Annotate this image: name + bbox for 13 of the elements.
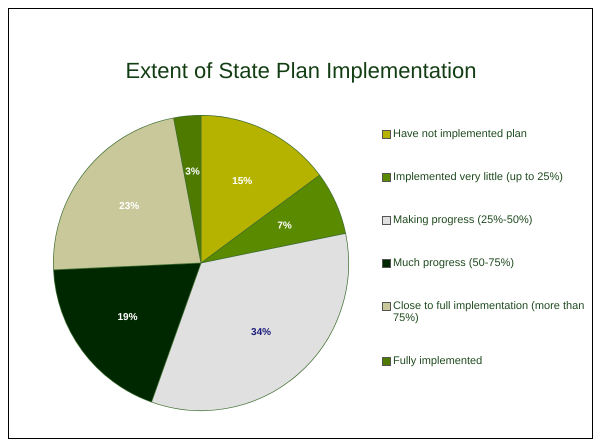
legend-label: Much progress (50-75%) [393, 257, 514, 269]
data-label: 19% [117, 312, 138, 324]
data-label: 15% [232, 176, 252, 187]
legend-label: Have not implemented plan [393, 128, 527, 140]
data-label: 3% [185, 166, 200, 178]
legend-label: Fully implemented [393, 355, 482, 367]
legend-label: Close to full implementation (more than 75%) [393, 300, 586, 324]
legend-label: Making progress (25%-50%) [393, 214, 532, 226]
chart-title: Extent of State Plan Implementation [124, 58, 478, 84]
legend-label: Implemented very little (up to 25%) [393, 171, 563, 183]
data-label: 23% [119, 200, 140, 212]
data-label: 34% [251, 326, 272, 338]
data-label: 7% [277, 220, 292, 232]
